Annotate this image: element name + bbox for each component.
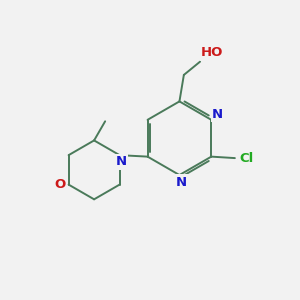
Text: N: N: [116, 155, 127, 168]
Text: Cl: Cl: [239, 152, 253, 165]
Text: N: N: [212, 108, 224, 121]
Text: N: N: [176, 176, 187, 189]
Text: O: O: [55, 178, 66, 191]
Text: HO: HO: [201, 46, 224, 59]
